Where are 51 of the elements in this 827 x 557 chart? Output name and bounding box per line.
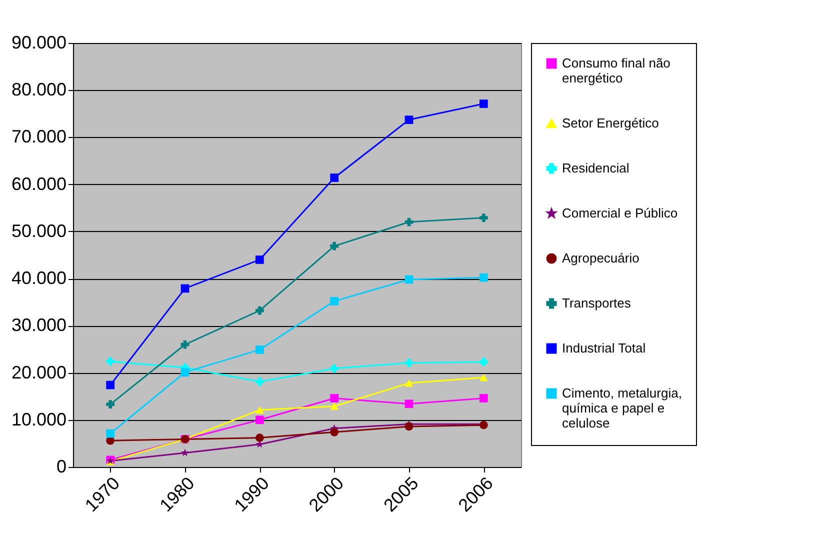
- legend-label: Industrial Total: [562, 340, 646, 356]
- point: [255, 306, 264, 315]
- y-tick-label: 80.000: [11, 80, 66, 100]
- y-tick-label: 20.000: [11, 362, 66, 382]
- point: [330, 174, 339, 182]
- point: [479, 374, 488, 382]
- y-tick-label: 10.000: [11, 409, 66, 430]
- legend-label: Transportes: [562, 296, 632, 310]
- point: [479, 100, 488, 108]
- point: [479, 273, 488, 282]
- point: [404, 275, 414, 284]
- point: [180, 368, 190, 376]
- legend-label: Consumo final não energético: [562, 56, 670, 86]
- point: [404, 400, 414, 408]
- y-tick-label: 90.000: [11, 32, 66, 52]
- point: [255, 346, 264, 354]
- point: [330, 428, 339, 436]
- y-tick-label: 30.000: [11, 315, 66, 336]
- point: [330, 402, 339, 410]
- point: [180, 284, 190, 293]
- legend-label: Cimento, metalurgia, química e papel e celulose: [562, 386, 682, 430]
- point: [404, 358, 414, 368]
- legend-label: Comercial e Público: [562, 206, 678, 220]
- point: [479, 214, 488, 222]
- y-tick-label: 70.000: [11, 126, 66, 147]
- legend-label: Agropecuário: [562, 250, 640, 266]
- y-tick-label: 60.000: [11, 174, 66, 194]
- legend-label: Setor Energético: [562, 116, 659, 130]
- y-tick-label: 50.000: [11, 220, 66, 241]
- point: [255, 406, 264, 414]
- point: [106, 380, 115, 390]
- point: [255, 416, 264, 424]
- point: [106, 400, 115, 409]
- point: [106, 429, 115, 438]
- point: [479, 394, 488, 402]
- point: [404, 380, 414, 387]
- point: [330, 364, 339, 373]
- point: [404, 116, 414, 124]
- point: [255, 256, 264, 264]
- point: [181, 448, 189, 456]
- legend-label: Residencial: [562, 160, 630, 176]
- point: [330, 296, 339, 306]
- y-tick-label: 40.000: [11, 268, 66, 288]
- point: [255, 378, 264, 386]
- point: [330, 242, 339, 250]
- point: [106, 357, 115, 366]
- point: [330, 394, 339, 402]
- point: [404, 422, 414, 431]
- y-tick-label: 0: [56, 456, 66, 476]
- point: [255, 434, 264, 442]
- point: [479, 358, 488, 366]
